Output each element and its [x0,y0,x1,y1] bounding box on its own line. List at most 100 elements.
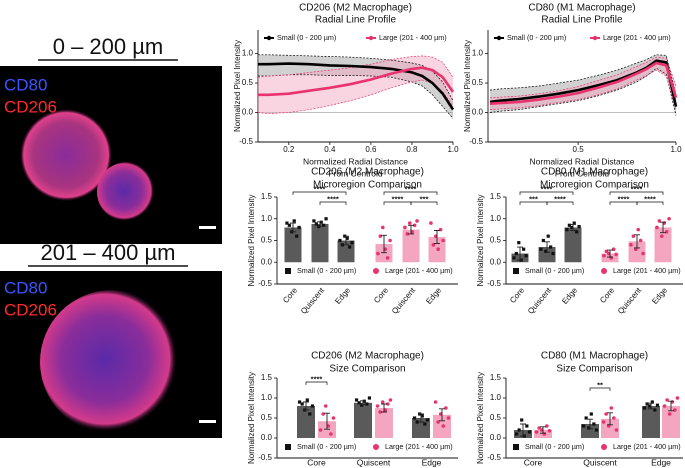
y-tick-label: 1.0 [261,393,273,402]
data-point [287,223,291,227]
y-tick-label: 0.5 [242,78,254,87]
x-tick-label: 0.2 [283,145,295,154]
x-axis-title: From Centroid [328,168,383,178]
legend-label: Large (201 - 400 µm) [379,33,447,42]
data-point [546,234,550,238]
data-point [376,251,380,256]
data-point [655,225,659,230]
significance-label: **** [314,184,326,193]
data-point [297,400,302,404]
x-axis-title: Normalized Radial Distance [530,156,635,166]
data-point [601,420,606,424]
data-point [653,408,657,412]
chart: CD80 (M1 Macrophage) Size Comparison Norma… [476,351,683,467]
data-point [629,243,633,247]
data-point [614,252,618,257]
error-bar [434,230,440,244]
data-point [581,424,586,428]
data-point [433,400,438,404]
band-edge [489,54,677,95]
data-point [423,422,427,426]
data-point [446,416,451,420]
data-point [324,217,328,221]
error-bar [520,423,526,437]
chart-title: Radial Line Profile [315,15,397,26]
data-point [565,228,569,232]
legend-marker [592,35,598,41]
data-point [650,400,654,404]
significance-label: **** [311,374,323,383]
chart-title: CD206 (M2 Macrophage) [311,351,424,362]
data-point [318,428,323,432]
data-point [345,236,349,240]
data-point [367,396,372,400]
data-point [675,396,680,400]
significance-bracket [636,201,664,205]
legend-marker [601,268,607,274]
stain-label: CD206 [4,300,57,319]
bar [642,406,660,438]
bar [538,247,556,263]
chart: CD206 (M2 Macrophage) Size Comparison Norm… [247,351,458,467]
y-tick-label: 1.0 [472,49,484,58]
line [258,62,455,111]
error-bar [439,408,445,422]
data-point [527,430,532,434]
x-tick-label: Core [508,285,526,304]
panel-title: 0 – 200 µm [53,34,164,59]
significance-bracket [319,201,347,205]
error-bar [634,234,640,249]
legend-label: Large (201 - 400 µm) [613,266,681,275]
significance-bracket [609,191,664,195]
data-point [667,412,672,416]
x-tick-label: 0.5 [573,145,585,154]
data-point [388,398,393,402]
y-tick-label: 0.0 [261,257,273,266]
data-point [365,402,369,406]
y-axis-title: Normalized Pixel Intensity [247,194,256,286]
y-axis-title: Normalized Pixel Intensity [463,40,472,132]
data-point [636,227,641,232]
data-point [441,424,446,428]
data-point [300,402,304,406]
y-tick-label: 0.0 [490,257,502,266]
data-point [308,412,312,416]
data-point [323,404,328,408]
panel-title: 201 – 400 µm [41,240,176,265]
chart-title: CD206 (M2 Macrophage) [299,3,412,14]
error-bar [290,222,296,233]
legend-label: Large (201 - 400 µm) [613,442,681,451]
y-tick-label: 1.5 [490,192,502,201]
scale-bar [199,226,216,229]
data-point [541,238,545,243]
band-edge [489,67,677,116]
y-tick-label: -0.5 [469,137,483,146]
data-point [415,420,419,424]
error-bar [570,223,576,231]
data-point [357,401,361,405]
y-tick-label: 1.0 [242,49,254,58]
x-tick-label: Core [307,457,326,467]
bar [601,418,619,438]
data-point [544,249,548,253]
legend-marker [601,444,607,450]
data-point [412,223,417,228]
significance-label: ** [597,380,603,389]
data-point [673,408,677,412]
legend-marker [368,35,374,41]
y-axis-title: Normalized Pixel Intensity [476,194,485,286]
data-point [340,243,344,247]
x-tick-label: Core [372,285,390,304]
data-point [545,424,549,428]
y-tick-label: 0.0 [472,108,484,117]
image-panel: 0 – 200 µm CD80 CD206 [0,34,222,244]
data-point [549,245,553,249]
data-point [285,221,289,225]
chart-title: CD80 (M1 Macrophage) [541,167,648,178]
x-tick-label: Edge [422,457,442,467]
legend-marker [513,268,519,274]
stain-label: CD206 [4,97,57,116]
y-axis-title: Normalized Pixel Intensity [247,372,256,464]
chart-title: CD206 (M2 Macrophage) [311,167,424,178]
y-tick-label: -0.5 [258,453,272,462]
